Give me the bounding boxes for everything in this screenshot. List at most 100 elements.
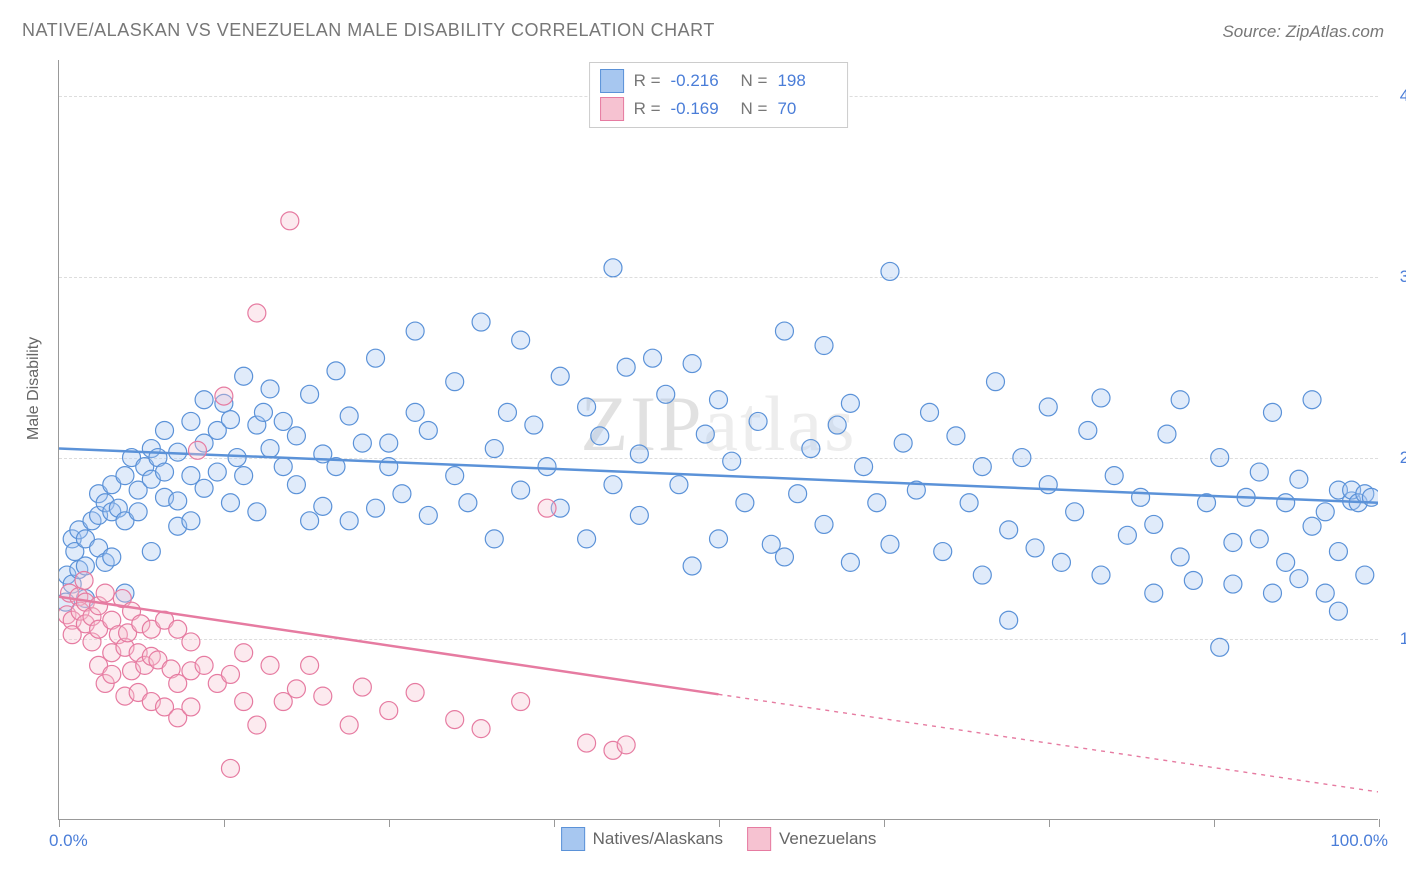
scatter-point [156,463,174,481]
regression-line-solid [59,597,719,695]
scatter-point [736,494,754,512]
chart-svg [59,60,1378,819]
legend-swatch-blue [600,69,624,93]
scatter-point [1184,571,1202,589]
scatter-point [189,441,207,459]
scatter-point [1329,602,1347,620]
legend-r-value: -0.169 [671,99,731,119]
scatter-point [393,485,411,503]
x-axis-max-label: 100.0% [1330,831,1388,851]
scatter-point [314,687,332,705]
scatter-point [353,678,371,696]
y-axis-label: Male Disability [25,337,43,440]
scatter-point [380,458,398,476]
scatter-point [380,434,398,452]
x-tick [59,819,60,827]
scatter-point [406,322,424,340]
scatter-point [221,665,239,683]
scatter-point [215,387,233,405]
scatter-point [630,445,648,463]
scatter-point [604,476,622,494]
legend-item-venezuelans: Venezuelans [747,827,876,851]
scatter-point [235,467,253,485]
scatter-point [512,693,530,711]
scatter-point [1026,539,1044,557]
scatter-point [1211,638,1229,656]
scatter-point [261,380,279,398]
scatter-point [1000,611,1018,629]
legend-r-value: -0.216 [671,71,731,91]
scatter-point [644,349,662,367]
chart-container: NATIVE/ALASKAN VS VENEZUELAN MALE DISABI… [0,0,1406,892]
scatter-point [723,452,741,470]
legend-swatch-pink [600,97,624,121]
scatter-point [1066,503,1084,521]
scatter-point [1263,403,1281,421]
scatter-point [156,421,174,439]
scatter-point [578,530,596,548]
scatter-point [75,571,93,589]
x-tick [389,819,390,827]
scatter-point [1329,543,1347,561]
scatter-point [973,566,991,584]
scatter-point [710,391,728,409]
scatter-point [142,543,160,561]
scatter-point [1079,421,1097,439]
scatter-point [578,398,596,416]
scatter-point [380,702,398,720]
scatter-point [472,720,490,738]
scatter-point [1052,553,1070,571]
x-tick [224,819,225,827]
scatter-point [274,458,292,476]
legend-label: Natives/Alaskans [593,829,723,849]
scatter-point [815,515,833,533]
scatter-point [855,458,873,476]
legend-n-value: 198 [777,71,837,91]
scatter-point [228,449,246,467]
y-tick-label: 10.0% [1400,629,1406,649]
scatter-point [1224,575,1242,593]
scatter-point [340,512,358,530]
scatter-point [1303,391,1321,409]
legend-row: R = -0.169 N = 70 [600,95,838,123]
scatter-point [841,394,859,412]
scatter-point [1290,570,1308,588]
scatter-point [683,355,701,373]
scatter-point [960,494,978,512]
y-tick-label: 40.0% [1400,86,1406,106]
scatter-point [1132,488,1150,506]
scatter-point [169,492,187,510]
scatter-point [1316,584,1334,602]
scatter-point [921,403,939,421]
scatter-point [538,499,556,517]
scatter-point [459,494,477,512]
scatter-point [301,385,319,403]
scatter-point [116,467,134,485]
scatter-point [1039,476,1057,494]
source-attribution: Source: ZipAtlas.com [1222,22,1384,42]
scatter-point [894,434,912,452]
scatter-point [1158,425,1176,443]
correlation-legend: R = -0.216 N = 198 R = -0.169 N = 70 [589,62,849,128]
scatter-point [802,440,820,458]
scatter-point [749,412,767,430]
scatter-point [1013,449,1031,467]
scatter-point [868,494,886,512]
x-axis-min-label: 0.0% [49,831,88,851]
scatter-point [1277,553,1295,571]
scatter-point [512,331,530,349]
scatter-point [287,476,305,494]
scatter-point [578,734,596,752]
legend-r-label: R = [634,99,661,119]
x-tick [1049,819,1050,827]
scatter-point [248,503,266,521]
scatter-point [195,391,213,409]
series-legend: Natives/Alaskans Venezuelans [561,827,877,851]
scatter-point [129,503,147,521]
scatter-point [1316,503,1334,521]
scatter-point [221,494,239,512]
scatter-point [182,698,200,716]
scatter-point [340,716,358,734]
scatter-point [274,412,292,430]
scatter-point [472,313,490,331]
